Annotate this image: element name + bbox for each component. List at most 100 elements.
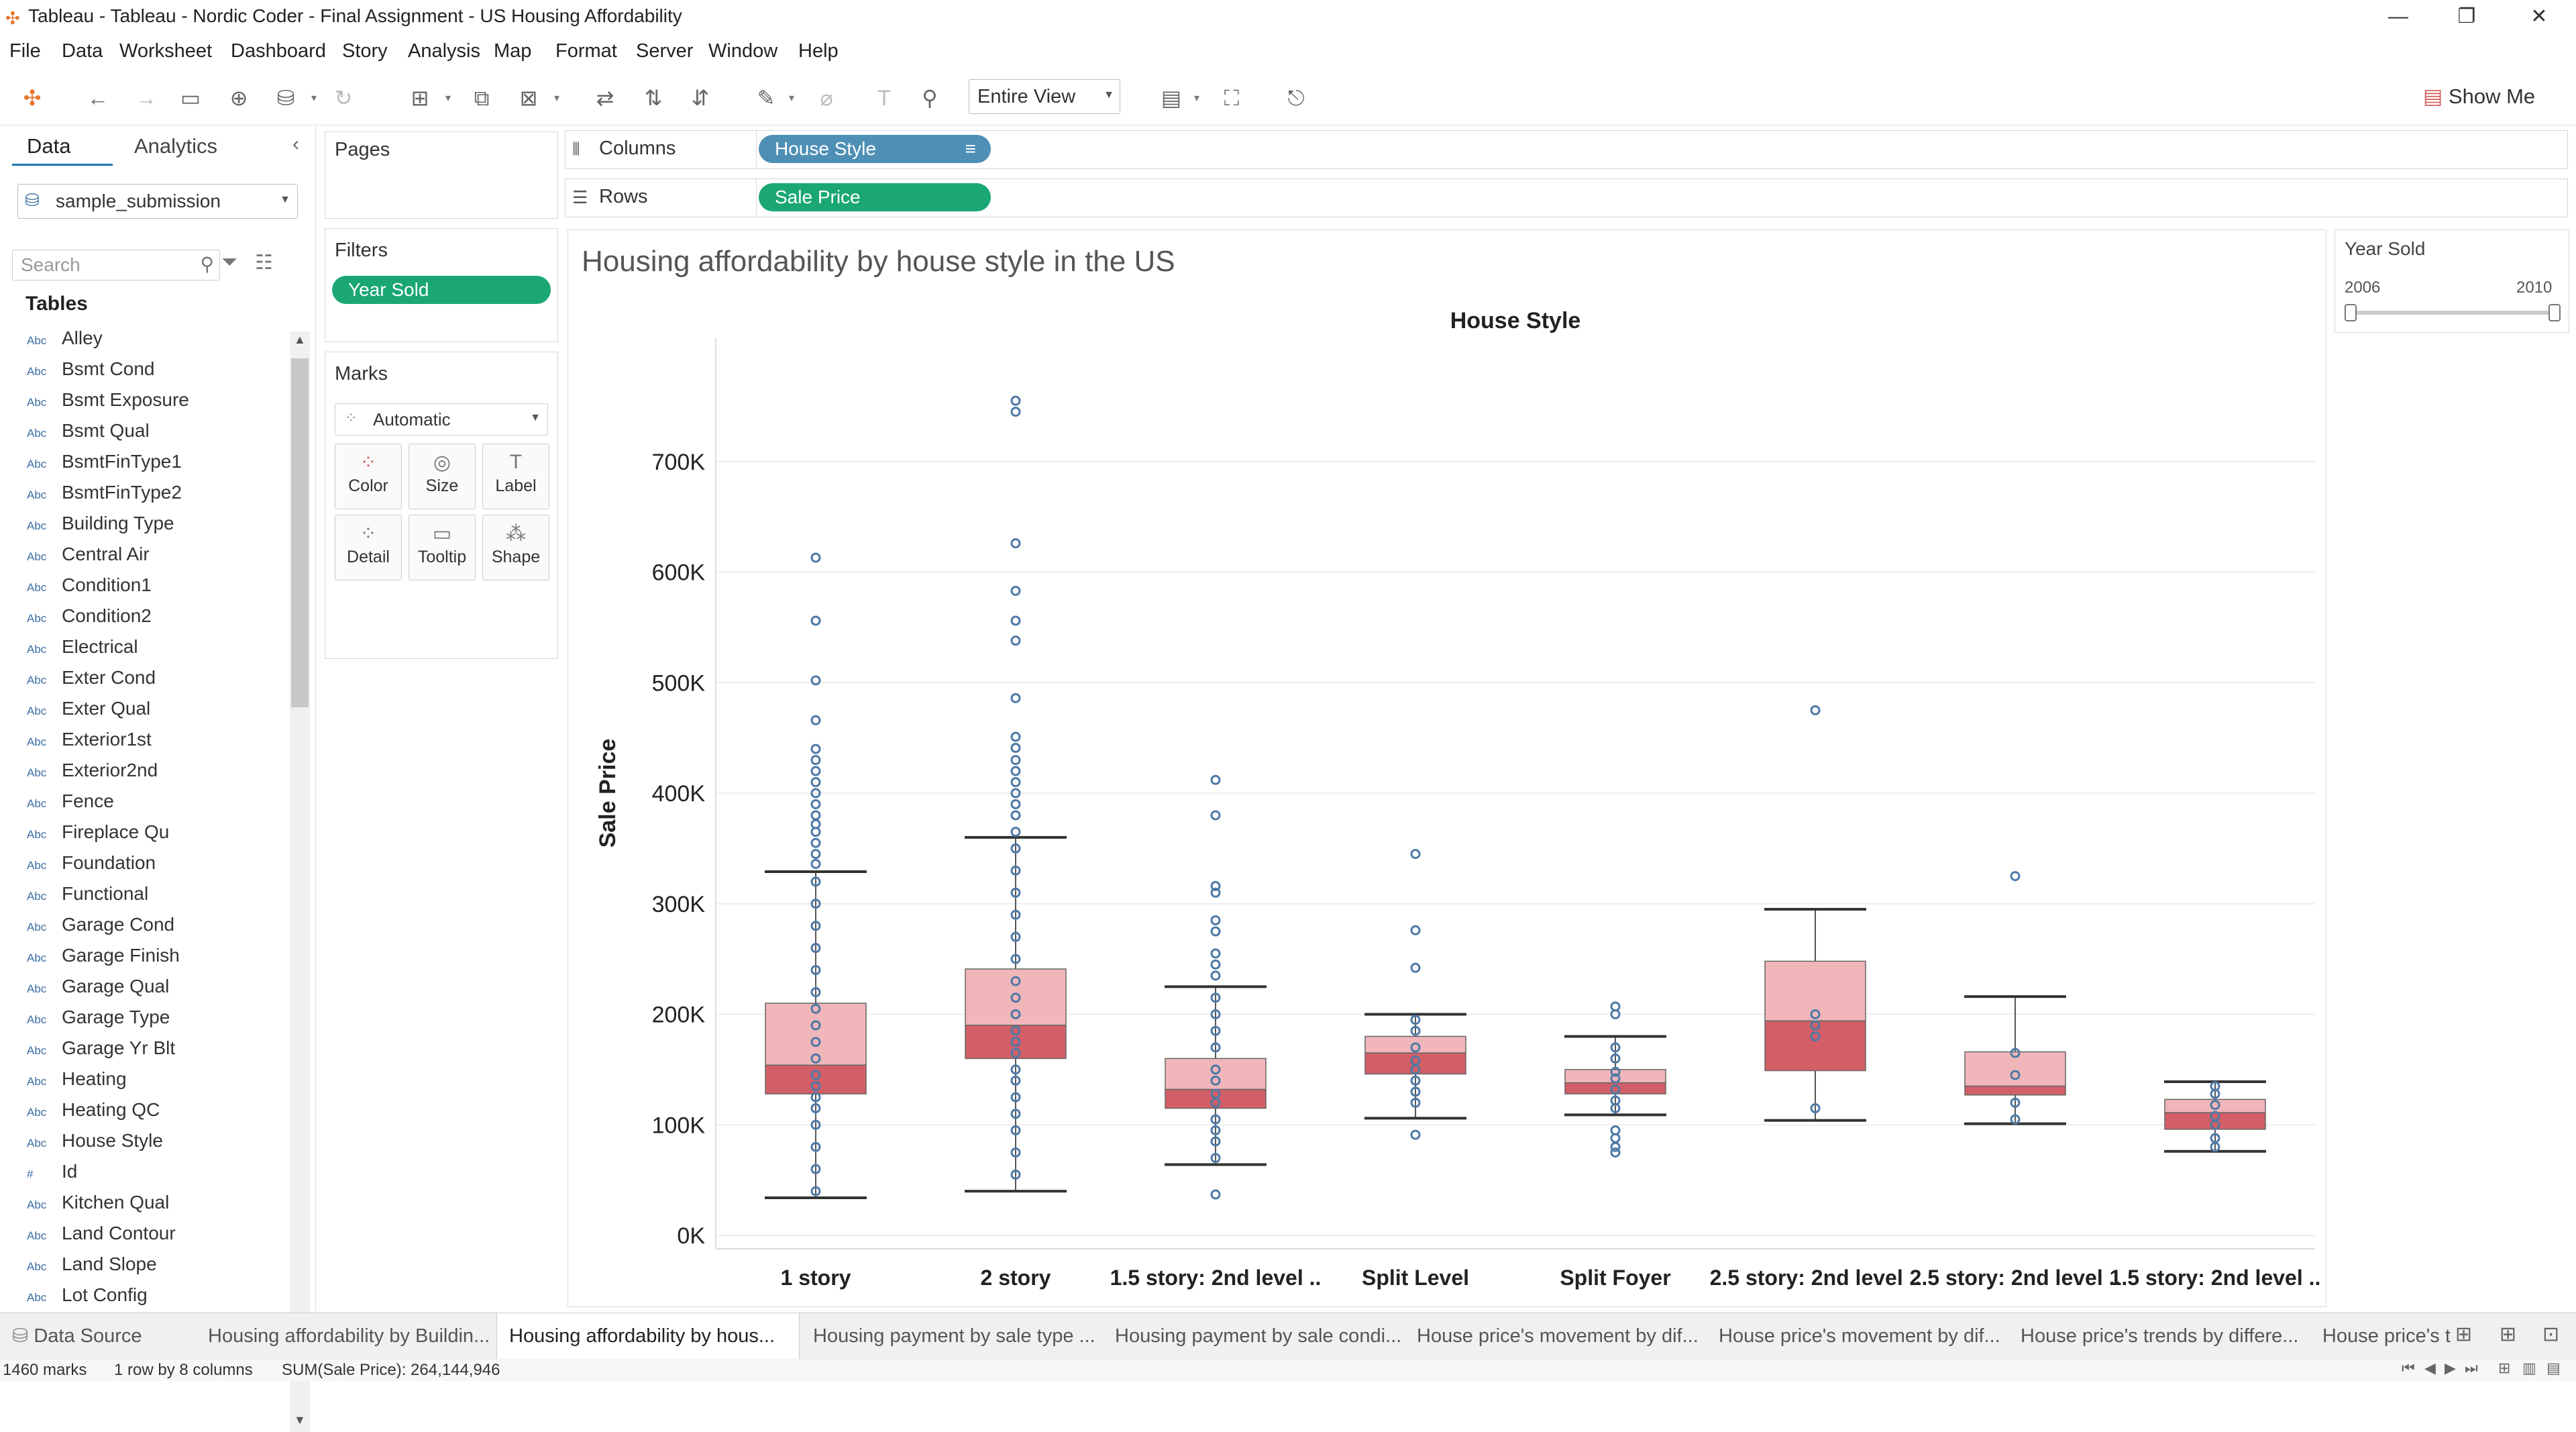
close-button[interactable]: ✕ — [2530, 5, 2548, 28]
data-point[interactable] — [810, 987, 821, 998]
data-point[interactable] — [1210, 1064, 1221, 1075]
field-item[interactable]: Abc Building Type — [27, 513, 174, 534]
data-point[interactable] — [1210, 1189, 1221, 1200]
data-point[interactable] — [1610, 1141, 1621, 1152]
data-point[interactable] — [810, 1092, 821, 1103]
data-point[interactable] — [1010, 976, 1021, 986]
filmstrip-icon[interactable]: ▥ — [2522, 1360, 2536, 1376]
columns-pill-house-style[interactable]: House Style ≡ — [759, 135, 991, 163]
data-point[interactable] — [1010, 1147, 1021, 1158]
data-point[interactable] — [1010, 1092, 1021, 1103]
marks-shape-button[interactable]: ⁂ Shape — [482, 515, 549, 580]
share-icon[interactable]: ⎋ — [1287, 86, 1305, 110]
data-point[interactable] — [810, 1020, 821, 1031]
swap-rows-columns-icon[interactable]: ⇄ — [596, 86, 614, 110]
minimize-button[interactable]: — — [2388, 5, 2408, 28]
data-point[interactable] — [1010, 1047, 1021, 1058]
year-sold-slider-min-handle[interactable] — [2345, 304, 2357, 321]
data-point[interactable] — [2010, 1070, 2021, 1080]
data-point[interactable] — [810, 799, 821, 809]
data-point[interactable] — [810, 858, 821, 869]
data-point[interactable] — [810, 1186, 821, 1196]
data-point[interactable] — [1410, 1097, 1421, 1108]
sheet-nav-next-icon[interactable]: ▶ — [2445, 1360, 2456, 1376]
data-point[interactable] — [2210, 1133, 2220, 1143]
menu-help[interactable]: Help — [798, 40, 839, 62]
field-item[interactable]: Abc Fence — [27, 790, 114, 812]
data-point[interactable] — [810, 744, 821, 754]
data-point[interactable] — [810, 766, 821, 776]
field-item[interactable]: Abc BsmtFinType2 — [27, 482, 182, 503]
data-point[interactable] — [2010, 1097, 2021, 1108]
sheet-sorter-icon[interactable]: ⊞ — [2498, 1360, 2511, 1376]
mark-type-select[interactable]: ⁘ Automatic ▼ — [335, 403, 548, 436]
data-point[interactable] — [1210, 948, 1221, 959]
data-point[interactable] — [1010, 954, 1021, 964]
data-point[interactable] — [810, 943, 821, 954]
data-point[interactable] — [1010, 788, 1021, 799]
data-point[interactable] — [1010, 1075, 1021, 1086]
data-point[interactable] — [810, 715, 821, 725]
data-point[interactable] — [1010, 1125, 1021, 1135]
data-point[interactable] — [810, 1037, 821, 1047]
data-point[interactable] — [1210, 992, 1221, 1003]
filter-icon[interactable]: ⏷ — [221, 251, 237, 273]
new-worksheet-dropdown-icon[interactable]: ▾ — [445, 93, 451, 104]
sheet-nav-first-icon[interactable]: ⏮ — [2402, 1360, 2415, 1376]
menu-dashboard[interactable]: Dashboard — [231, 40, 326, 62]
marks-label-button[interactable]: T Label — [482, 444, 549, 509]
menu-map[interactable]: Map — [494, 40, 532, 62]
box-upper[interactable] — [965, 968, 1067, 1026]
field-item[interactable]: Abc Garage Qual — [27, 976, 169, 997]
view-options-icon[interactable]: ☷ — [255, 252, 273, 274]
tab-analytics[interactable]: Analytics — [134, 134, 218, 158]
sheet-nav-last-icon[interactable]: ⏭ — [2465, 1360, 2478, 1376]
cards-icon[interactable]: ▤ — [1161, 86, 1182, 110]
field-item[interactable]: Abc Exter Qual — [27, 698, 150, 719]
data-point[interactable] — [1410, 1025, 1421, 1036]
new-dashboard-tab-icon[interactable]: ⊞ — [2500, 1323, 2517, 1345]
data-point[interactable] — [810, 965, 821, 976]
field-item[interactable]: Abc Functional — [27, 883, 148, 905]
columns-shelf[interactable]: ⦀ Columns House Style ≡ — [565, 130, 2568, 169]
data-point[interactable] — [810, 837, 821, 848]
refresh-icon[interactable]: ↻ — [334, 86, 353, 110]
data-point[interactable] — [1610, 1073, 1621, 1084]
data-point[interactable] — [810, 1053, 821, 1064]
view-fit-select[interactable]: Entire View ▼ — [969, 79, 1120, 114]
field-item[interactable]: Abc Fireplace Qu — [27, 821, 169, 843]
field-item[interactable]: Abc Foundation — [27, 852, 156, 874]
new-datasource-icon[interactable]: ⊕ — [229, 86, 248, 110]
field-item[interactable]: Abc Heating — [27, 1068, 127, 1090]
field-item[interactable]: Abc Land Slope — [27, 1254, 157, 1275]
data-point[interactable] — [810, 1081, 821, 1092]
data-point[interactable] — [1210, 1025, 1221, 1036]
field-item[interactable]: Abc Kitchen Qual — [27, 1192, 169, 1213]
data-point[interactable] — [1210, 774, 1221, 785]
scroll-down-icon[interactable]: ▼ — [294, 1413, 306, 1427]
data-point[interactable] — [1810, 705, 1821, 715]
marks-detail-button[interactable]: ⁘ Detail — [335, 515, 402, 580]
field-item[interactable]: Abc Heating QC — [27, 1099, 160, 1121]
undo-icon[interactable]: ← — [87, 86, 109, 110]
data-point[interactable] — [1810, 1103, 1821, 1114]
data-point[interactable] — [1210, 1114, 1221, 1125]
data-point[interactable] — [1010, 931, 1021, 942]
collapse-pane-icon[interactable]: ‹ — [292, 133, 299, 155]
new-worksheet-icon[interactable]: ⊞ — [411, 86, 429, 110]
data-point[interactable] — [1210, 1088, 1221, 1099]
field-item[interactable]: Abc Bsmt Qual — [27, 420, 150, 442]
new-worksheet-tab-icon[interactable]: ⊞ — [2455, 1323, 2473, 1345]
data-point[interactable] — [1410, 1015, 1421, 1025]
data-point[interactable] — [1810, 1020, 1821, 1031]
menu-data[interactable]: Data — [62, 40, 103, 62]
data-point[interactable] — [1610, 1095, 1621, 1106]
data-point[interactable] — [2210, 1111, 2220, 1121]
field-item[interactable]: Abc Condition1 — [27, 574, 152, 596]
data-point[interactable] — [1410, 1056, 1421, 1066]
data-source-tab[interactable]: ⛁ Data Source — [0, 1313, 195, 1359]
show-mark-labels-icon[interactable]: T — [877, 86, 891, 110]
data-point[interactable] — [1610, 1066, 1621, 1077]
field-item[interactable]: Abc Condition2 — [27, 605, 152, 627]
data-point[interactable] — [1010, 407, 1021, 417]
